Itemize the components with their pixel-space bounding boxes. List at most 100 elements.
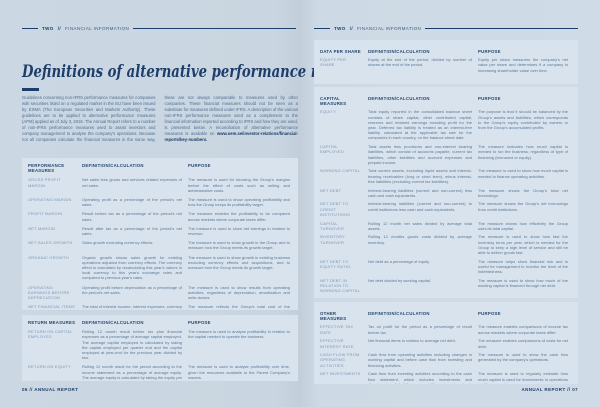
measure-definition: Rolling 12 month result before tax plus …	[82, 329, 182, 361]
right-page-footer: ANNUAL REPORT // 07	[521, 387, 578, 392]
measure-purpose: The measure is used to show how fast the…	[478, 234, 568, 256]
measure-definition: Operating profit as a percentage of the …	[82, 197, 182, 208]
column-header-measures: DATA PER SHARE	[320, 48, 361, 54]
measure-definition: Sales growth excluding currency effects.	[82, 240, 154, 246]
measure-definition: Net debt divided by working capital.	[368, 277, 431, 283]
measure-definition: Interest-bearing liabilities (current an…	[368, 201, 472, 212]
measure-label: NET DEBT TO EQUITY RATIO	[320, 258, 351, 269]
investor-relations-url[interactable]: www.oem.se/investor-relations/financial-…	[164, 131, 299, 142]
table-row: EQUITY Total equity reported in the cons…	[320, 109, 572, 140]
measure-purpose: The measure is used to show results from…	[188, 284, 290, 301]
measure-label: OPERATING EARNINGS BEFORE DEPRECIATION	[28, 284, 70, 301]
table-row: RETURN ON CAPITAL EMPLOYED Rolling 12 mo…	[28, 329, 292, 360]
measure-label: NET FINANCIAL ITEMS	[28, 304, 75, 310]
table-row: RETURN ON EQUITY Rolling 12 month result…	[28, 364, 292, 381]
measure-purpose: The measure enables the profitability to…	[188, 211, 290, 222]
table-row: EFFECTIVE TAX RATE Tax on profit for the…	[320, 324, 572, 334]
return-measures-panel: RETURN MEASURES DEFINITION/CALCULATION P…	[22, 315, 298, 381]
header-separator: //	[349, 26, 354, 31]
header-rule-left	[314, 27, 330, 30]
measure-label: EFFECTIVE INTEREST RATE	[320, 338, 354, 349]
column-header-purpose: PURPOSE	[478, 310, 501, 316]
measure-label: EQUITY	[320, 109, 337, 115]
measure-label: OPERATING MARGIN	[28, 197, 72, 203]
table-header-row: OTHER MEASURES DEFINITION/CALCULATION PU…	[320, 311, 572, 321]
header-section-label: FINANCIAL INFORMATION	[357, 26, 422, 31]
measure-label: RETURN ON CAPITAL EMPLOYED	[28, 329, 73, 340]
measure-definition: Organic growth shows sales growth for ex…	[82, 254, 182, 281]
column-header-definition: DEFINITION/CALCULATION	[82, 320, 144, 325]
column-header-purpose: PURPOSE	[478, 95, 501, 101]
measure-label: WORKING CAPITAL	[320, 168, 361, 174]
left-page-footer: 06 // ANNUAL REPORT	[22, 387, 79, 392]
measure-purpose: The measure is used to show how much of …	[478, 277, 568, 289]
measure-label: NET MARGIN	[28, 225, 56, 231]
capital-measures-panel: CAPITAL MEASURES DEFINITION/CALCULATION …	[314, 87, 578, 298]
table-row: NET DEBT TO CREDIT INSTITUTIONS Interest…	[320, 201, 572, 217]
measure-purpose: The measure enables comparisons of incom…	[478, 324, 568, 335]
measure-label: INVENTORY TURNOVER	[320, 234, 345, 245]
table-row: CAPITAL TURNOVER Rolling 12 month net sa…	[320, 221, 572, 231]
measure-purpose: The purpose is that it should be balance…	[478, 109, 568, 131]
table-row: WORKING CAPITAL Total current assets, ex…	[320, 168, 572, 184]
measure-label: INTEREST COVERAGE RATIO	[320, 297, 362, 298]
measure-definition: Total assets less provisions and non-int…	[368, 144, 472, 165]
table-row: NET SALES GROWTH Sales growth excluding …	[28, 240, 292, 250]
measure-label: CASH FLOW FROM OPERATING ACTIVITIES	[320, 352, 360, 368]
table-header-row: RETURN MEASURES DEFINITION/CALCULATION P…	[28, 320, 292, 325]
measure-definition: Net debt as a percentage of equity.	[368, 258, 430, 264]
measure-label: RETURN ON EQUITY	[28, 364, 71, 370]
measure-definition: Net sales less goods and services relate…	[82, 177, 182, 188]
title-underline-dash	[22, 88, 39, 91]
column-header-definition: DEFINITION/CALCULATION	[368, 95, 430, 101]
column-header-measures: PERFORMANCE MEASURES	[28, 163, 65, 174]
column-header-measures: OTHER MEASURES	[320, 310, 347, 321]
header-section-number: TWO	[334, 26, 346, 31]
measure-purpose: The measure shows the Group's total net …	[478, 187, 568, 198]
table-row: OPERATING EARNINGS BEFORE DEPRECIATION O…	[28, 285, 292, 301]
measure-label: NET SALES GROWTH	[28, 240, 73, 246]
measure-definition: Total equity reported in the consolidate…	[368, 109, 472, 141]
measure-purpose: The measure shows the Group's net borrow…	[478, 201, 568, 212]
measure-definition: Equity at the end of the period, divided…	[368, 57, 472, 68]
measure-definition: The total of interest income, interest e…	[82, 304, 182, 310]
measure-label: NET DEBT IN RELATION TO WORKING CAPITAL	[320, 277, 361, 294]
table-row: CASH FLOW FROM OPERATING ACTIVITIES Cash…	[320, 352, 572, 368]
measure-purpose: The measure is used to show growth in ex…	[188, 254, 290, 271]
table-row: PROFIT MARGIN Result before tax as a per…	[28, 211, 292, 221]
table-row: GROSS PROFIT MARGIN Net sales less goods…	[28, 177, 292, 193]
measure-definition: Cash flow from investing activities acco…	[368, 371, 472, 384]
measure-purpose: The measure is used for showing the Grou…	[188, 177, 290, 193]
table-row: EFFECTIVE INTEREST RATE Net financial it…	[320, 338, 572, 348]
table-row: NET DEBT TO EQUITY RATIO Net debt as a p…	[320, 259, 572, 275]
table-header-row: CAPITAL MEASURES DEFINITION/CALCULATION …	[320, 96, 572, 106]
column-header-purpose: PURPOSE	[188, 320, 211, 325]
measure-purpose: The measure is used to regularly estimat…	[478, 371, 568, 384]
page-title: Definitions of alternative performance m…	[22, 62, 382, 81]
other-measures-panel: OTHER MEASURES DEFINITION/CALCULATION PU…	[314, 302, 578, 384]
table-row: ORGANIC GROWTH Organic growth shows sale…	[28, 255, 292, 281]
measure-purpose: The measure shows how efficiently the Gr…	[478, 220, 568, 231]
other-measures-table: EFFECTIVE TAX RATE Tax on profit for the…	[320, 324, 572, 384]
header-rule-left	[22, 27, 38, 30]
measure-definition: Tax on profit for the period as a percen…	[368, 324, 472, 335]
data-per-share-panel: DATA PER SHARE DEFINITION/CALCULATION PU…	[314, 40, 578, 84]
capital-measures-table: EQUITY Total equity reported in the cons…	[320, 109, 572, 298]
measure-definition: Result before tax plus financial costs d…	[368, 297, 472, 298]
header-section-label: FINANCIAL INFORMATION	[65, 26, 130, 31]
intro-body: Guidelines concerning non-IFRS performan…	[22, 95, 298, 142]
measure-purpose: Equity per share measures the company's …	[478, 57, 568, 73]
measure-definition: Result before tax as a percentage of the…	[82, 211, 182, 222]
measure-purpose: The measure is used to show operating pr…	[188, 197, 290, 208]
column-header-definition: DEFINITION/CALCULATION	[368, 310, 430, 316]
column-header-definition: DEFINITION/CALCULATION	[368, 48, 430, 54]
measure-label: ORGANIC GROWTH	[28, 254, 69, 260]
left-page-header: TWO // FINANCIAL INFORMATION	[22, 26, 296, 31]
table-header-row: DATA PER SHARE DEFINITION/CALCULATION PU…	[320, 49, 572, 54]
measure-purpose: The measure is used to show net earnings…	[188, 225, 290, 237]
measure-purpose: The measure is used to show how much cap…	[478, 168, 568, 179]
right-page: TWO // FINANCIAL INFORMATION DATA PER SH…	[300, 0, 600, 407]
measure-definition: Rolling 12 month net sales divided by av…	[368, 220, 472, 231]
measure-definition: Result after tax as a percentage of the …	[82, 225, 182, 237]
